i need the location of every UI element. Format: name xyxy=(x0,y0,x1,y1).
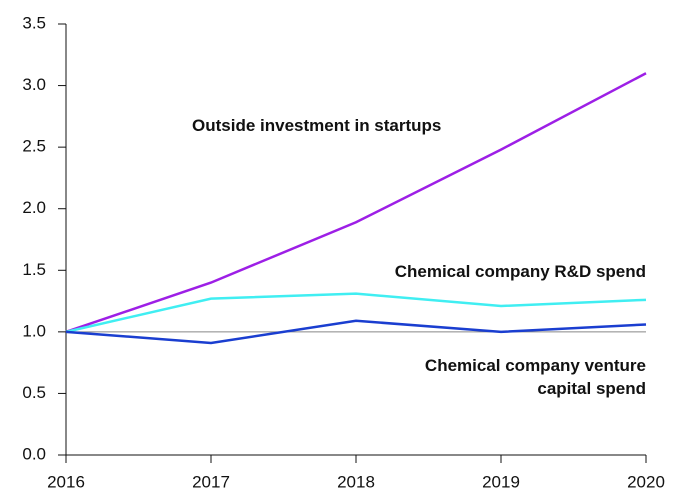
y-tick-label: 3.0 xyxy=(22,75,46,94)
series-label: Outside investment in startups xyxy=(192,116,442,135)
y-tick-label: 2.0 xyxy=(22,198,46,217)
series-line xyxy=(65,319,647,345)
y-tick-label: 0.5 xyxy=(22,383,46,402)
series-line xyxy=(65,292,647,334)
y-tick-label: 1.0 xyxy=(22,321,46,340)
x-tick-label: 2017 xyxy=(192,472,230,491)
series-label: Chemical company venture capital spend xyxy=(424,356,646,398)
y-tick-label: 0.0 xyxy=(22,444,46,463)
y-tick-label: 2.5 xyxy=(22,137,46,156)
y-tick-label: 3.5 xyxy=(22,13,46,32)
series-line xyxy=(65,72,647,334)
x-tick-label: 2020 xyxy=(627,472,665,491)
series-label: Chemical company R&D spend xyxy=(394,262,646,281)
y-tick-label: 1.5 xyxy=(22,260,46,279)
x-tick-label: 2016 xyxy=(47,472,85,491)
x-tick-label: 2019 xyxy=(482,472,520,491)
x-tick-label: 2018 xyxy=(337,472,375,491)
